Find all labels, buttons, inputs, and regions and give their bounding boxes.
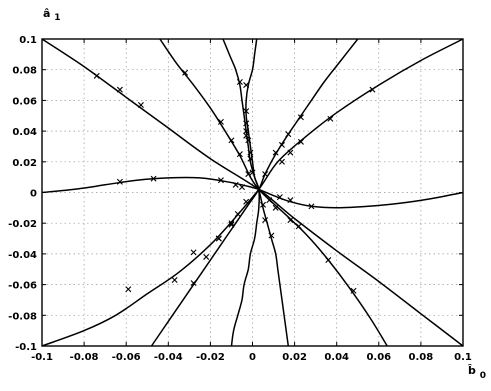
x-marker <box>150 175 157 182</box>
x-marker <box>268 232 275 239</box>
x-marker <box>232 181 239 188</box>
x-marker <box>287 217 294 224</box>
y-tick-label: 0.04 <box>12 127 37 138</box>
x-marker <box>325 257 332 264</box>
x-marker <box>276 194 283 201</box>
grid-lines <box>42 39 463 346</box>
x-marker <box>236 78 243 85</box>
x-marker <box>245 137 252 144</box>
x-markers <box>93 69 376 294</box>
x-marker <box>203 253 210 260</box>
x-tick-label: 0.06 <box>366 352 391 363</box>
x-marker <box>249 169 256 176</box>
x-marker <box>236 151 243 158</box>
y-tick-label: -0.02 <box>8 219 37 230</box>
series-line-7 <box>41 176 464 209</box>
y-tick-label: 0.08 <box>12 66 37 77</box>
y-tick-label: 0 <box>30 189 37 200</box>
y-tick-label: -0.04 <box>8 250 37 261</box>
y-axis-label: â 1 <box>43 7 61 23</box>
x-marker <box>228 220 235 227</box>
x-tick-label: -0.1 <box>31 352 53 363</box>
x-marker <box>266 197 273 204</box>
y-tick-labels: 0.1 0.08 0.06 0.04 0.02 0 -0.02 -0.04 -0.06 -0.08… <box>8 35 37 353</box>
x-marker <box>245 171 252 178</box>
x-marker <box>308 203 315 210</box>
y-tick-label: 0.1 <box>19 35 37 46</box>
x-tick-label: -0.04 <box>154 352 183 363</box>
x-marker <box>125 286 132 293</box>
y-axis-label-main: â <box>43 7 50 20</box>
x-marker <box>243 108 250 115</box>
x-marker <box>243 120 250 127</box>
x-marker <box>247 149 254 156</box>
x-tick-label: -0.02 <box>196 352 225 363</box>
x-marker <box>217 177 224 184</box>
x-marker <box>287 149 294 156</box>
x-marker <box>190 249 197 256</box>
x-marker <box>278 141 285 148</box>
x-marker <box>272 204 279 211</box>
x-marker <box>243 132 250 139</box>
x-axis-label-sub: 0 <box>480 371 486 381</box>
y-tick-label: -0.08 <box>8 311 37 322</box>
x-marker <box>278 158 285 165</box>
x-marker <box>190 280 197 287</box>
x-marker <box>228 137 235 144</box>
x-marker <box>262 171 269 178</box>
x-marker <box>327 115 334 122</box>
x-marker <box>234 211 241 217</box>
y-tick-label: 0.06 <box>12 96 37 107</box>
x-marker <box>137 102 144 108</box>
y-axis-label-sub: 1 <box>54 13 60 23</box>
x-marker <box>215 235 222 242</box>
x-marker <box>116 86 123 93</box>
x-marker <box>243 128 250 135</box>
x-tick-label: -0.08 <box>70 352 99 363</box>
x-tick-labels: -0.1 -0.08 -0.06 -0.04 -0.02 0 0.02 0.04 0.06 0.0… <box>31 352 472 363</box>
x-marker <box>260 201 267 208</box>
x-marker <box>287 197 294 204</box>
x-marker <box>295 223 302 230</box>
x-marker <box>297 138 304 145</box>
x-marker <box>182 69 189 76</box>
x-tick-label: 0.04 <box>324 352 349 363</box>
x-marker <box>350 287 357 294</box>
x-tick-label: 0 <box>249 352 256 363</box>
y-tick-label: -0.1 <box>15 342 37 353</box>
x-marker <box>93 72 100 79</box>
x-marker <box>272 149 279 156</box>
x-marker <box>285 131 292 138</box>
x-marker <box>228 221 235 228</box>
x-tick-label: -0.06 <box>112 352 141 363</box>
x-axis-label: b̂ 0 <box>468 364 486 381</box>
x-marker <box>262 217 269 224</box>
x-marker <box>243 198 250 205</box>
x-marker <box>238 184 245 191</box>
x-marker <box>116 178 123 185</box>
x-marker <box>369 86 376 93</box>
x-tick-label: 0.02 <box>282 352 307 363</box>
y-tick-label: -0.06 <box>8 281 37 292</box>
x-tick-label: 0.1 <box>454 352 472 363</box>
x-marker <box>247 155 254 162</box>
y-tick-label: 0.02 <box>12 158 37 169</box>
x-marker <box>297 114 304 121</box>
x-marker <box>171 277 178 283</box>
x-marker <box>243 82 250 89</box>
x-marker <box>217 118 224 125</box>
x-tick-label: 0.08 <box>409 352 434 363</box>
x-axis-label-main: b̂ <box>468 364 476 377</box>
